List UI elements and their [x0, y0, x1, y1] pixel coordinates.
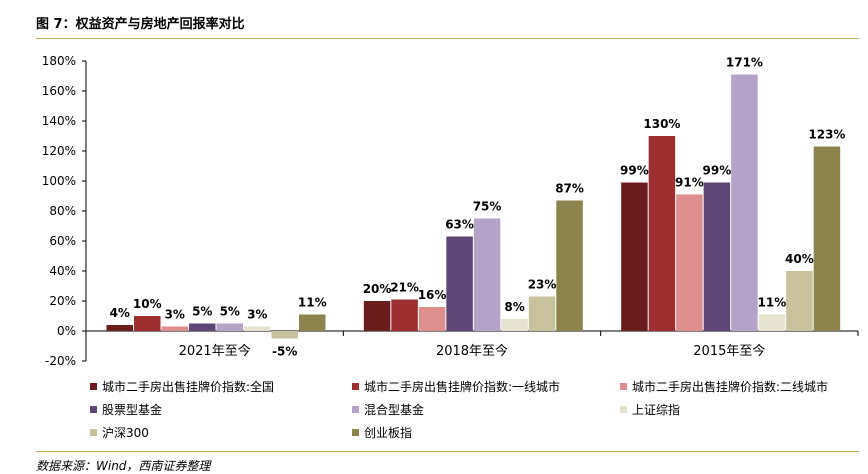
y-tick-label: 20%: [49, 294, 76, 308]
legend-item: 股票型基金: [90, 401, 162, 418]
bar: [244, 326, 271, 331]
bar: [703, 182, 731, 331]
legend-swatch: [352, 383, 359, 390]
data-label: 171%: [726, 56, 763, 70]
data-label: 16%: [418, 288, 447, 302]
bar: [731, 74, 758, 331]
category-label: 2021年至今: [179, 343, 251, 359]
bar: [391, 299, 418, 331]
bar: [556, 200, 583, 331]
legend-item: 混合型基金: [352, 401, 424, 418]
bar: [813, 146, 841, 331]
bar: [676, 194, 703, 331]
data-label: 130%: [643, 117, 680, 131]
legend-label: 城市二手房出售挂牌价指数:二线城市: [632, 380, 829, 394]
source-rule: [36, 451, 859, 452]
y-tick-label: 180%: [42, 54, 76, 68]
y-tick-label: 120%: [42, 144, 76, 158]
data-label: 99%: [620, 164, 649, 178]
legend-label: 混合型基金: [364, 403, 425, 417]
legend-item: 城市二手房出售挂牌价指数:全国: [90, 378, 274, 395]
data-label: 3%: [165, 308, 185, 322]
y-tick-label: 100%: [42, 174, 76, 188]
legend-item: 城市二手房出售挂牌价指数:二线城市: [620, 378, 828, 395]
data-label: 5%: [192, 305, 212, 319]
bar: [216, 323, 243, 331]
data-label: 4%: [110, 306, 130, 320]
legend-swatch: [352, 406, 359, 413]
data-label: 87%: [555, 182, 584, 196]
data-label: 75%: [473, 200, 502, 214]
bar: [363, 301, 391, 331]
legend-swatch: [352, 429, 359, 436]
y-tick-label: 140%: [42, 114, 76, 128]
data-label: 23%: [528, 278, 557, 292]
source-note: 数据来源：Wind，西南证券整理: [36, 459, 211, 473]
legend-label: 城市二手房出售挂牌价指数:一线城市: [364, 380, 561, 394]
legend-item: 上证综指: [620, 401, 680, 418]
legend-label: 上证综指: [632, 403, 681, 417]
bar: [161, 326, 188, 331]
bar: [446, 236, 473, 331]
figure-title: 图 7：权益资产与房地产回报率对比: [36, 17, 245, 32]
data-label: 8%: [504, 300, 524, 314]
legend-label: 城市二手房出售挂牌价指数:全国: [102, 380, 275, 394]
bar: [786, 271, 813, 331]
data-label: 99%: [703, 164, 732, 178]
data-label: 3%: [247, 308, 267, 322]
legend-swatch: [620, 383, 627, 390]
bar: [134, 316, 161, 331]
bar: [758, 314, 786, 331]
data-label: 5%: [220, 305, 240, 319]
data-label: 63%: [445, 218, 474, 232]
data-label: 123%: [808, 128, 845, 142]
data-label: 21%: [390, 281, 419, 295]
y-tick-label: 40%: [49, 264, 76, 278]
bar: [501, 319, 528, 331]
bar: [473, 218, 501, 331]
bar: [648, 136, 676, 331]
legend-label: 创业板指: [364, 426, 413, 440]
legend-swatch: [620, 406, 627, 413]
bar-chart: -20% 0% 20% 40% 60% 80% 100% 120% 140% 160% 180% 20…: [42, 54, 859, 368]
legend-item: 城市二手房出售挂牌价指数:一线城市: [352, 378, 560, 395]
bar: [189, 323, 216, 331]
legend-item: 沪深300: [90, 424, 149, 441]
bar: [621, 182, 648, 331]
legend-swatch: [90, 383, 97, 390]
y-tick-label: -20%: [45, 354, 76, 368]
legend-item: 创业板指: [352, 424, 412, 441]
bar: [271, 331, 298, 339]
data-label: 40%: [785, 252, 814, 266]
data-label: 10%: [133, 297, 162, 311]
bar: [418, 307, 446, 331]
legend-label: 沪深300: [102, 426, 149, 440]
chart-legend: 城市二手房出售挂牌价指数:全国 城市二手房出售挂牌价指数:一线城市 城市二手房出售挂…: [90, 378, 860, 444]
data-label: -5%: [272, 345, 297, 359]
bar: [299, 314, 326, 331]
data-label: 20%: [363, 282, 392, 296]
data-label: 91%: [675, 176, 704, 190]
bar: [106, 325, 133, 331]
legend-swatch: [90, 429, 97, 436]
legend-label: 股票型基金: [102, 403, 163, 417]
category-label: 2015年至今: [693, 343, 765, 359]
y-tick-label: 0%: [57, 324, 76, 338]
data-label: 11%: [298, 296, 327, 310]
bar: [528, 296, 556, 331]
y-tick-label: 160%: [42, 84, 76, 98]
category-label: 2018年至今: [436, 343, 508, 359]
data-label: 11%: [758, 296, 787, 310]
y-tick-label: 60%: [49, 234, 76, 248]
legend-swatch: [90, 406, 97, 413]
title-rule: [36, 38, 859, 39]
y-tick-label: 80%: [49, 204, 76, 218]
